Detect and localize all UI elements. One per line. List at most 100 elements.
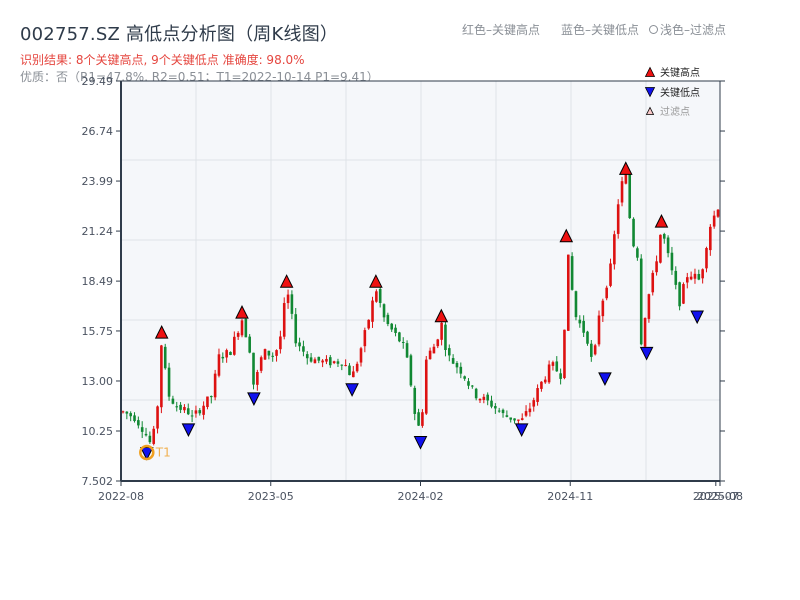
candle [463, 376, 466, 379]
y-tick-label: 10.25 [82, 425, 114, 438]
key-high-marker [235, 305, 249, 319]
candle [279, 336, 282, 350]
candle [328, 357, 332, 366]
candle [340, 364, 344, 366]
result-summary: 识别结果: 8个关键高点, 9个关键低点 准确度: 98.0% [20, 53, 305, 67]
candle [551, 362, 555, 366]
candle [582, 320, 585, 333]
candle [367, 319, 370, 329]
top-legend-filtered-label: 浅色–过滤点 [660, 23, 727, 37]
candle [363, 330, 367, 347]
candle [482, 396, 486, 400]
candle [125, 411, 129, 414]
x-tick-label: 2024-11 [547, 490, 593, 503]
candle [183, 406, 186, 411]
candle [566, 254, 570, 331]
x-tick-label: 2025-08 [697, 490, 743, 503]
candle [129, 413, 132, 417]
y-tick-label: 23.99 [82, 175, 114, 188]
candle [401, 341, 405, 343]
candle [382, 304, 386, 318]
candle [267, 350, 271, 356]
candle [601, 300, 605, 317]
chart-title: 002757.SZ 高低点分析图（周K线图） [20, 24, 339, 45]
t1-marker [139, 444, 155, 461]
candle [597, 315, 601, 345]
circle-icon [649, 25, 658, 34]
y-tick-label: 13.00 [82, 375, 114, 388]
candle [390, 323, 394, 330]
candle [432, 346, 436, 354]
candle [639, 258, 643, 345]
top-legend-blue: 蓝色–关键低点 [561, 23, 640, 37]
candle [325, 358, 328, 362]
candle [662, 234, 666, 239]
candle [593, 345, 597, 355]
key-low-marker [598, 372, 612, 387]
candle [444, 324, 447, 350]
key-high-marker [154, 325, 169, 339]
legend-item-label: 关键低点 [660, 86, 700, 99]
candle [474, 388, 478, 399]
candle [240, 320, 244, 336]
x-tick-label: 2023-05 [248, 490, 294, 503]
candle [344, 365, 347, 367]
candle [651, 272, 655, 293]
candle [256, 372, 259, 385]
candle [409, 355, 413, 386]
candle [321, 360, 324, 363]
candle [286, 294, 290, 304]
candle [705, 248, 708, 269]
candle [478, 398, 482, 401]
candle [517, 419, 520, 421]
candle [528, 408, 532, 413]
candle [252, 352, 255, 385]
candle [520, 418, 524, 420]
t1-label: T1 [155, 445, 171, 459]
key-low-marker [139, 446, 154, 461]
candle [167, 367, 171, 397]
candle [459, 366, 463, 374]
y-tick-label: 7.502 [82, 475, 114, 488]
candle [302, 346, 305, 352]
candle [471, 385, 474, 387]
candle [670, 252, 674, 271]
candle [609, 263, 612, 286]
candle [436, 339, 440, 347]
top-legend-red: 红色–关键高点 [462, 23, 541, 37]
candle [570, 256, 574, 290]
candle [160, 345, 163, 408]
candle [716, 209, 720, 217]
key-high-marker [369, 274, 383, 288]
candle [712, 215, 716, 227]
candle [244, 318, 248, 338]
key-high-marker [654, 214, 669, 228]
candle [352, 371, 355, 378]
candle [171, 398, 175, 404]
candle [375, 291, 378, 302]
candle [332, 361, 336, 364]
candle [152, 428, 156, 444]
candle [190, 415, 194, 417]
candle [121, 411, 125, 413]
candle [620, 181, 624, 203]
candle [198, 410, 202, 414]
candle [413, 387, 417, 414]
candle [263, 349, 267, 360]
candle [643, 317, 647, 347]
key-low-marker [181, 423, 196, 437]
candle [689, 276, 693, 280]
candle [229, 351, 232, 355]
candle [133, 415, 136, 422]
candle [547, 364, 551, 383]
candle [490, 400, 493, 407]
key-low-marker [345, 383, 359, 397]
candle [271, 355, 275, 357]
candle [655, 261, 658, 273]
candle [294, 314, 298, 344]
candle [505, 415, 509, 417]
candle [259, 357, 263, 371]
candle [578, 319, 582, 324]
candle [486, 394, 489, 401]
